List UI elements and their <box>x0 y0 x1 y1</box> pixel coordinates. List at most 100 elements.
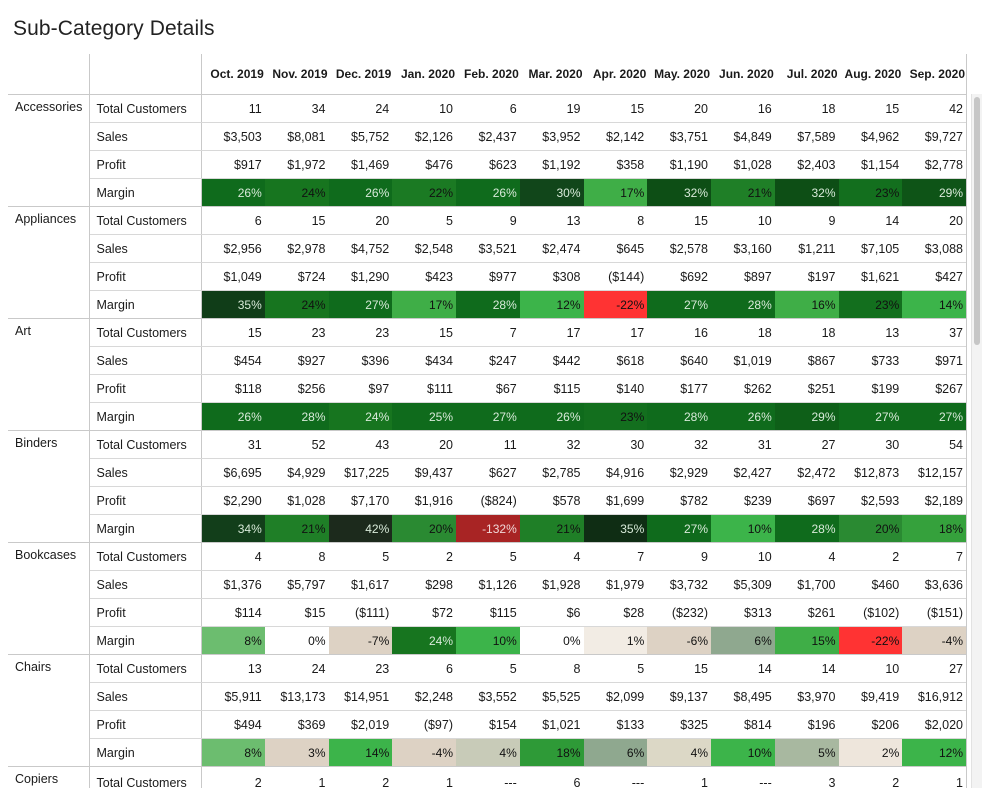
margin-cell[interactable]: 23% <box>838 290 903 319</box>
margin-cell[interactable]: 17% <box>583 178 648 207</box>
value-cell[interactable]: $1,376 <box>201 570 265 599</box>
value-cell[interactable]: $2,403 <box>774 150 839 179</box>
value-cell[interactable]: $16,912 <box>902 682 966 711</box>
value-cell[interactable]: $3,503 <box>201 122 265 151</box>
month-header[interactable]: May. 2020 <box>647 54 711 95</box>
value-cell[interactable]: $2,956 <box>201 234 265 263</box>
margin-cell[interactable]: 12% <box>902 738 966 767</box>
month-header[interactable]: Aug. 2020 <box>838 54 903 95</box>
value-cell[interactable]: $2,778 <box>902 150 966 179</box>
margin-cell[interactable]: 23% <box>583 402 648 431</box>
value-cell[interactable]: $1,617 <box>328 570 393 599</box>
measure-label[interactable]: Total Customers <box>89 94 202 123</box>
value-cell[interactable]: $1,972 <box>264 150 329 179</box>
measure-label[interactable]: Profit <box>89 598 202 627</box>
value-cell[interactable]: $8,495 <box>711 682 775 711</box>
value-cell[interactable]: --- <box>583 766 648 788</box>
value-cell[interactable]: $256 <box>264 374 329 403</box>
value-cell[interactable]: 8 <box>264 542 329 571</box>
value-cell[interactable]: $645 <box>583 234 648 263</box>
value-cell[interactable]: $3,088 <box>902 234 966 263</box>
measure-label[interactable]: Sales <box>89 234 202 263</box>
value-cell[interactable]: $2,142 <box>583 122 648 151</box>
value-cell[interactable]: 15 <box>264 206 329 235</box>
value-cell[interactable]: $262 <box>711 374 775 403</box>
value-cell[interactable]: $917 <box>201 150 265 179</box>
category-label[interactable]: Bookcases <box>8 542 90 655</box>
month-header[interactable]: Mar. 2020 <box>519 54 584 95</box>
value-cell[interactable]: 2 <box>328 766 393 788</box>
value-cell[interactable]: $640 <box>647 346 711 375</box>
value-cell[interactable]: 15 <box>647 654 711 683</box>
value-cell[interactable]: 1 <box>902 766 966 788</box>
value-cell[interactable]: $261 <box>774 598 839 627</box>
measure-label[interactable]: Total Customers <box>89 542 202 571</box>
value-cell[interactable]: $12,157 <box>902 458 966 487</box>
margin-cell[interactable]: -7% <box>328 626 393 655</box>
value-cell[interactable]: 18 <box>774 318 839 347</box>
value-cell[interactable]: 15 <box>647 206 711 235</box>
measure-label[interactable]: Sales <box>89 346 202 375</box>
value-cell[interactable]: $460 <box>838 570 903 599</box>
value-cell[interactable]: 52 <box>264 430 329 459</box>
value-cell[interactable]: 54 <box>902 430 966 459</box>
margin-cell[interactable]: 18% <box>519 738 584 767</box>
value-cell[interactable]: $3,521 <box>456 234 520 263</box>
category-label[interactable]: Copiers <box>8 766 90 788</box>
value-cell[interactable]: 24 <box>328 94 393 123</box>
value-cell[interactable]: 42 <box>902 94 966 123</box>
value-cell[interactable]: 34 <box>264 94 329 123</box>
value-cell[interactable]: $5,525 <box>519 682 584 711</box>
value-cell[interactable]: $782 <box>647 486 711 515</box>
value-cell[interactable]: 24 <box>264 654 329 683</box>
value-cell[interactable]: $133 <box>583 710 648 739</box>
measure-label[interactable]: Sales <box>89 682 202 711</box>
value-cell[interactable]: $1,126 <box>456 570 520 599</box>
value-cell[interactable]: 16 <box>647 318 711 347</box>
margin-cell[interactable]: 24% <box>392 626 456 655</box>
measure-label[interactable]: Total Customers <box>89 766 202 788</box>
value-cell[interactable]: $623 <box>456 150 520 179</box>
value-cell[interactable]: $1,621 <box>838 262 903 291</box>
value-cell[interactable]: $251 <box>774 374 839 403</box>
value-cell[interactable]: 13 <box>201 654 265 683</box>
value-cell[interactable]: $9,727 <box>902 122 966 151</box>
value-cell[interactable]: $1,021 <box>519 710 584 739</box>
value-cell[interactable]: $697 <box>774 486 839 515</box>
margin-cell[interactable]: 0% <box>519 626 584 655</box>
margin-cell[interactable]: 20% <box>838 514 903 543</box>
value-cell[interactable]: $308 <box>519 262 584 291</box>
value-cell[interactable]: 10 <box>838 654 903 683</box>
value-cell[interactable]: $867 <box>774 346 839 375</box>
value-cell[interactable]: ($102) <box>838 598 903 627</box>
value-cell[interactable]: $14,951 <box>328 682 393 711</box>
margin-cell[interactable]: 27% <box>647 514 711 543</box>
value-cell[interactable]: $2,248 <box>392 682 456 711</box>
value-cell[interactable]: $1,019 <box>711 346 775 375</box>
margin-cell[interactable]: 28% <box>774 514 839 543</box>
value-cell[interactable]: $2,437 <box>456 122 520 151</box>
value-cell[interactable]: 15 <box>201 318 265 347</box>
value-cell[interactable]: $4,962 <box>838 122 903 151</box>
value-cell[interactable]: $396 <box>328 346 393 375</box>
value-cell[interactable]: $2,978 <box>264 234 329 263</box>
value-cell[interactable]: $3,160 <box>711 234 775 263</box>
value-cell[interactable]: $298 <box>392 570 456 599</box>
value-cell[interactable]: $114 <box>201 598 265 627</box>
value-cell[interactable]: 18 <box>774 94 839 123</box>
margin-cell[interactable]: 14% <box>328 738 393 767</box>
value-cell[interactable]: ($97) <box>392 710 456 739</box>
value-cell[interactable]: $9,437 <box>392 458 456 487</box>
value-cell[interactable]: $3,636 <box>902 570 966 599</box>
value-cell[interactable]: $3,952 <box>519 122 584 151</box>
margin-cell[interactable]: 28% <box>647 402 711 431</box>
value-cell[interactable]: 15 <box>392 318 456 347</box>
month-header[interactable]: Jan. 2020 <box>392 54 456 95</box>
margin-cell[interactable]: -4% <box>902 626 966 655</box>
measure-label[interactable]: Margin <box>89 290 202 319</box>
measure-label[interactable]: Sales <box>89 122 202 151</box>
value-cell[interactable]: 1 <box>392 766 456 788</box>
value-cell[interactable]: $3,751 <box>647 122 711 151</box>
value-cell[interactable]: 7 <box>456 318 520 347</box>
margin-cell[interactable]: 27% <box>838 402 903 431</box>
